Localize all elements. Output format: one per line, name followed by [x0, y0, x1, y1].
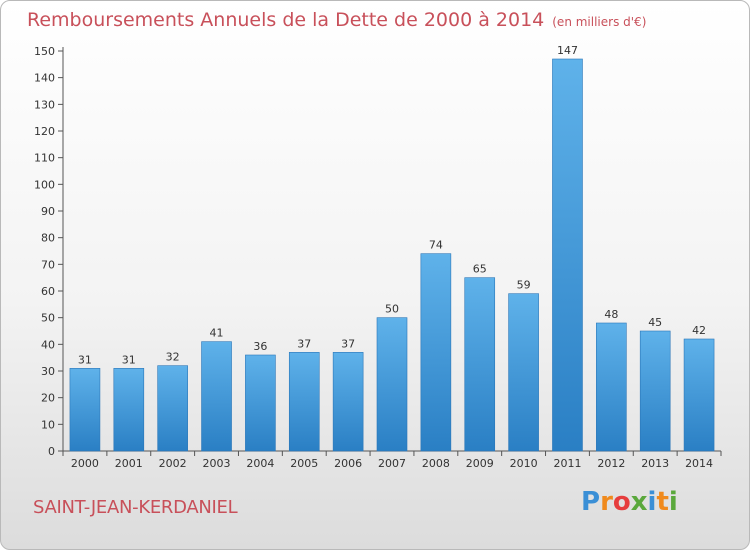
y-axis: 0 10 20 30 40 50 60 70 80 90 100 110 120 130 140 150	[34, 45, 64, 458]
bar-value-label: 37	[341, 337, 355, 350]
brand-letter: r	[600, 487, 613, 517]
bar[interactable]	[508, 293, 539, 452]
y-tick-label: 40	[41, 338, 55, 351]
bar[interactable]	[552, 58, 583, 452]
brand-letter: i	[668, 487, 678, 517]
x-tick-label: 2000	[71, 457, 99, 470]
bar-value-label: 32	[166, 351, 180, 364]
bar-value-label: 48	[604, 308, 618, 321]
bar-value-label: 41	[210, 327, 224, 340]
bar-value-label: 147	[557, 44, 578, 57]
y-tick-label: 20	[41, 392, 55, 405]
y-tick-label: 150	[34, 45, 55, 58]
bars: 31 31 32 41 36 37 37 50 74 65 59 147 48 45 42	[69, 44, 715, 452]
bar-value-label: 59	[517, 279, 531, 292]
bar[interactable]	[245, 354, 276, 452]
bar[interactable]	[332, 352, 364, 452]
y-tick-label: 80	[41, 232, 55, 245]
bar[interactable]	[596, 322, 627, 452]
chart-unit-label: (en milliers d'€)	[552, 15, 647, 29]
x-axis: 2000 2001 2002 2003 2004 2005 2006 2007 2008 2009…	[62, 450, 722, 470]
x-tick-label: 2004	[246, 457, 274, 470]
x-tick-label: 2010	[510, 457, 538, 470]
y-tick-label: 50	[41, 312, 55, 325]
y-tick-label: 10	[41, 418, 55, 431]
x-tick-label: 2002	[159, 457, 187, 470]
bar-value-label: 42	[692, 324, 706, 337]
brand-letter: P	[581, 487, 601, 517]
bar[interactable]	[683, 338, 715, 452]
brand-letter: x	[630, 487, 648, 517]
y-tick-label: 70	[41, 258, 55, 271]
bar[interactable]	[376, 317, 408, 452]
x-tick-label: 2003	[203, 457, 231, 470]
x-tick-label: 2011	[553, 457, 581, 470]
bar[interactable]	[113, 368, 145, 452]
bar-value-label: 36	[253, 340, 267, 353]
brand-letter: t	[656, 487, 669, 517]
chart-title: Remboursements Annuels de la Dette de 20…	[27, 9, 646, 31]
brand-letter: i	[647, 487, 657, 517]
x-tick-label: 2001	[115, 457, 143, 470]
bar[interactable]	[464, 277, 496, 452]
brand-logo[interactable]: Proxiti	[581, 487, 678, 517]
y-tick-label: 110	[34, 152, 55, 165]
y-tick-label: 140	[34, 72, 55, 85]
bar[interactable]	[157, 365, 188, 452]
y-tick-label: 90	[41, 205, 55, 218]
y-tick-label: 130	[34, 98, 55, 111]
bar[interactable]	[69, 368, 101, 452]
bar[interactable]	[420, 253, 452, 452]
bar[interactable]	[639, 330, 671, 452]
bar-value-label: 31	[78, 353, 92, 366]
x-tick-label: 2007	[378, 457, 406, 470]
bar[interactable]	[201, 341, 232, 452]
bar-value-label: 50	[385, 303, 399, 316]
bar-value-label: 31	[122, 353, 136, 366]
x-tick-label: 2014	[685, 457, 713, 470]
bar-value-label: 65	[473, 263, 487, 276]
x-tick-label: 2006	[334, 457, 362, 470]
y-tick-label: 120	[34, 125, 55, 138]
y-tick-label: 30	[41, 365, 55, 378]
bar-value-label: 74	[429, 239, 443, 252]
x-tick-label: 2008	[422, 457, 450, 470]
x-tick-label: 2005	[290, 457, 318, 470]
chart-title-text: Remboursements Annuels de la Dette de 20…	[27, 9, 545, 31]
x-tick-label: 2012	[597, 457, 625, 470]
bar[interactable]	[288, 352, 320, 452]
brand-letter: o	[612, 487, 631, 517]
location-name: SAINT-JEAN-KERDANIEL	[33, 497, 238, 518]
x-tick-label: 2009	[466, 457, 494, 470]
y-tick-label: 60	[41, 285, 55, 298]
y-tick-label: 100	[34, 178, 55, 191]
bar-value-label: 45	[648, 316, 662, 329]
bar-value-label: 37	[297, 337, 311, 350]
x-tick-label: 2013	[641, 457, 669, 470]
y-tick-label: 0	[48, 445, 55, 458]
